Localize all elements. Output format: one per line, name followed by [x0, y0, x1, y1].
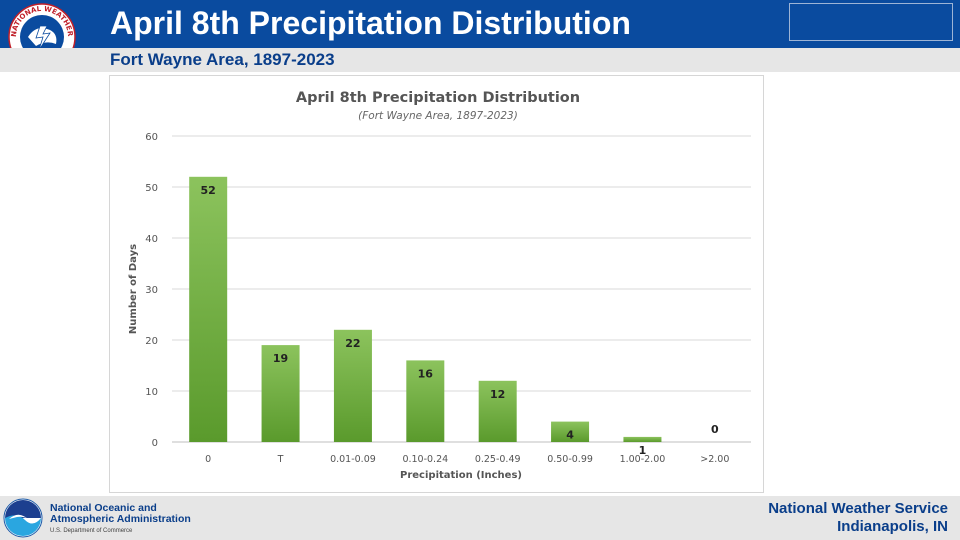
data-label: 16 — [418, 367, 434, 380]
data-label: 0 — [711, 423, 719, 436]
bar — [623, 436, 662, 442]
x-tick-label: T — [277, 454, 284, 465]
header-box — [789, 3, 953, 41]
bar — [551, 421, 590, 442]
y-axis-label: Number of Days — [128, 244, 139, 334]
y-tick-label: 50 — [145, 183, 158, 194]
data-label: 4 — [566, 429, 574, 442]
subtitle-bar — [0, 48, 960, 72]
data-label: 1 — [639, 444, 647, 457]
noaa-name: National Oceanic and Atmospheric Adminis… — [50, 503, 191, 525]
bar-chart: April 8th Precipitation Distribution (Fo… — [128, 90, 751, 481]
bar — [333, 329, 372, 442]
bar — [261, 345, 300, 442]
nws-office-name: National Weather Service — [768, 500, 948, 517]
x-axis-label: Precipitation (Inches) — [400, 470, 522, 481]
noaa-name-line1: National Oceanic and — [50, 502, 157, 514]
bar — [478, 380, 517, 442]
y-tick-label: 30 — [145, 285, 158, 296]
noaa-department: U.S. Department of Commerce — [50, 528, 133, 534]
page-subtitle: Fort Wayne Area, 1897-2023 — [110, 50, 335, 69]
chart-frame: April 8th Precipitation Distribution (Fo… — [109, 75, 764, 493]
page-title: April 8th Precipitation Distribution — [110, 5, 631, 41]
x-tick-label: 0.01-0.09 — [330, 454, 376, 465]
x-tick-label: 0.10-0.24 — [402, 454, 448, 465]
data-label: 19 — [273, 352, 288, 365]
x-tick-label: 1.00-2.00 — [620, 454, 666, 465]
data-label: 22 — [345, 337, 360, 350]
nws-office-location: Indianapolis, IN — [837, 518, 948, 535]
y-tick-label: 60 — [145, 132, 158, 143]
noaa-logo — [3, 498, 43, 538]
data-label: 12 — [490, 388, 505, 401]
bar — [406, 360, 445, 442]
data-label: 52 — [201, 184, 216, 197]
noaa-name-line2: Atmospheric Administration — [50, 513, 191, 525]
footer-bar — [0, 496, 960, 540]
chart-title: April 8th Precipitation Distribution — [296, 90, 580, 106]
x-tick-label: >2.00 — [700, 454, 729, 465]
y-tick-label: 20 — [145, 336, 158, 347]
x-tick-label: 0.50-0.99 — [547, 454, 593, 465]
chart-subtitle: (Fort Wayne Area, 1897-2023) — [358, 110, 518, 122]
x-tick-label: 0.25-0.49 — [475, 454, 521, 465]
x-tick-label: 0 — [205, 454, 211, 465]
y-tick-label: 40 — [145, 234, 158, 245]
y-tick-label: 10 — [145, 387, 158, 398]
bar — [189, 176, 228, 443]
y-tick-label: 0 — [152, 438, 158, 449]
